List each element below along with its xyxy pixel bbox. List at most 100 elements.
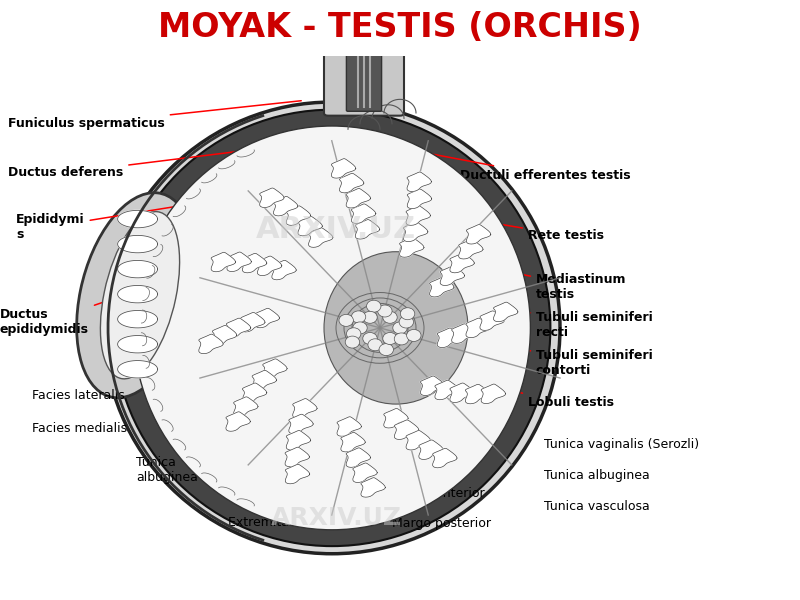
Polygon shape [286, 464, 310, 484]
Polygon shape [241, 313, 265, 332]
Text: Tunica albuginea: Tunica albuginea [544, 469, 650, 482]
Polygon shape [466, 385, 490, 404]
Polygon shape [286, 431, 310, 450]
Polygon shape [234, 397, 258, 416]
Polygon shape [351, 204, 376, 223]
Polygon shape [341, 433, 366, 452]
Polygon shape [435, 380, 459, 400]
Ellipse shape [383, 311, 398, 323]
Polygon shape [118, 361, 158, 378]
Polygon shape [118, 335, 158, 353]
Polygon shape [286, 206, 310, 226]
Text: Ductus
epididymidis: Ductus epididymidis [0, 292, 134, 337]
Polygon shape [355, 220, 380, 239]
Ellipse shape [346, 336, 360, 348]
Polygon shape [226, 318, 250, 338]
Polygon shape [118, 286, 158, 303]
Polygon shape [272, 260, 296, 280]
Text: Extremitas inferior: Extremitas inferior [228, 515, 345, 529]
Polygon shape [481, 384, 506, 404]
FancyBboxPatch shape [324, 40, 404, 116]
Text: Margo posterior: Margo posterior [392, 517, 491, 530]
Ellipse shape [351, 311, 366, 323]
Ellipse shape [324, 252, 468, 404]
Polygon shape [226, 412, 250, 431]
Polygon shape [466, 224, 490, 244]
Polygon shape [421, 376, 445, 395]
Text: Funiculus spermaticus: Funiculus spermaticus [8, 101, 302, 130]
Polygon shape [346, 448, 370, 467]
Ellipse shape [379, 344, 394, 356]
Polygon shape [211, 252, 235, 272]
Text: Lobuli testis: Lobuli testis [497, 388, 614, 409]
Text: Tunica vaginalis (Serozli): Tunica vaginalis (Serozli) [544, 439, 699, 451]
Text: Ductus deferens: Ductus deferens [8, 148, 270, 179]
Polygon shape [466, 318, 490, 338]
Ellipse shape [378, 305, 392, 317]
Ellipse shape [368, 339, 382, 351]
Text: Extremitas superior: Extremitas superior [228, 486, 351, 499]
Polygon shape [258, 256, 282, 275]
Polygon shape [252, 370, 277, 390]
Polygon shape [118, 211, 158, 228]
Polygon shape [118, 310, 158, 328]
Polygon shape [289, 414, 314, 434]
Text: Margo anterior: Margo anterior [392, 487, 485, 500]
Polygon shape [118, 260, 158, 278]
Text: Tunica vasculosa: Tunica vasculosa [544, 500, 650, 513]
Polygon shape [403, 222, 428, 242]
Polygon shape [213, 325, 237, 345]
Polygon shape [394, 420, 418, 439]
Polygon shape [331, 158, 356, 178]
Text: ARXIV.UZ: ARXIV.UZ [256, 215, 416, 244]
Polygon shape [438, 328, 462, 347]
Ellipse shape [100, 212, 180, 379]
Text: Ductuli efferentes testis: Ductuli efferentes testis [418, 152, 630, 182]
Ellipse shape [353, 322, 367, 334]
Polygon shape [285, 447, 310, 467]
Polygon shape [242, 383, 267, 403]
Text: Mediastinum
testis: Mediastinum testis [498, 269, 626, 301]
Polygon shape [337, 417, 362, 436]
Polygon shape [440, 266, 465, 286]
Polygon shape [433, 448, 457, 468]
Ellipse shape [399, 316, 414, 328]
Polygon shape [450, 253, 474, 273]
Text: MOYAK - TESTIS (ORCHIS): MOYAK - TESTIS (ORCHIS) [158, 11, 642, 44]
Ellipse shape [383, 332, 398, 344]
Ellipse shape [366, 300, 381, 312]
Text: Epididymi
s: Epididymi s [16, 200, 214, 241]
Text: Rete testis: Rete testis [478, 221, 604, 242]
Polygon shape [407, 172, 431, 191]
Text: ARXIV.UZ: ARXIV.UZ [270, 506, 402, 530]
Text: Septula testis: Septula testis [283, 396, 381, 484]
Polygon shape [458, 239, 483, 259]
Polygon shape [118, 235, 158, 253]
Ellipse shape [114, 110, 550, 546]
Polygon shape [407, 189, 432, 209]
Ellipse shape [346, 328, 361, 340]
Ellipse shape [77, 193, 195, 398]
Polygon shape [452, 324, 476, 343]
Polygon shape [293, 398, 317, 418]
Polygon shape [255, 308, 279, 328]
Polygon shape [419, 440, 443, 460]
Polygon shape [480, 311, 504, 331]
Polygon shape [309, 228, 333, 247]
Polygon shape [298, 217, 322, 236]
Polygon shape [199, 334, 223, 353]
Text: Facies lateralis: Facies lateralis [32, 389, 125, 403]
Ellipse shape [406, 329, 421, 341]
Ellipse shape [339, 314, 354, 326]
Text: Facies medialis: Facies medialis [32, 422, 127, 435]
Polygon shape [262, 359, 287, 379]
Polygon shape [361, 478, 386, 497]
Ellipse shape [394, 333, 409, 345]
Ellipse shape [104, 102, 560, 554]
Polygon shape [406, 206, 430, 226]
Polygon shape [406, 431, 430, 450]
Polygon shape [274, 196, 298, 216]
Text: Tunica
albuginea: Tunica albuginea [136, 457, 198, 484]
Ellipse shape [363, 332, 378, 344]
Polygon shape [430, 277, 454, 297]
